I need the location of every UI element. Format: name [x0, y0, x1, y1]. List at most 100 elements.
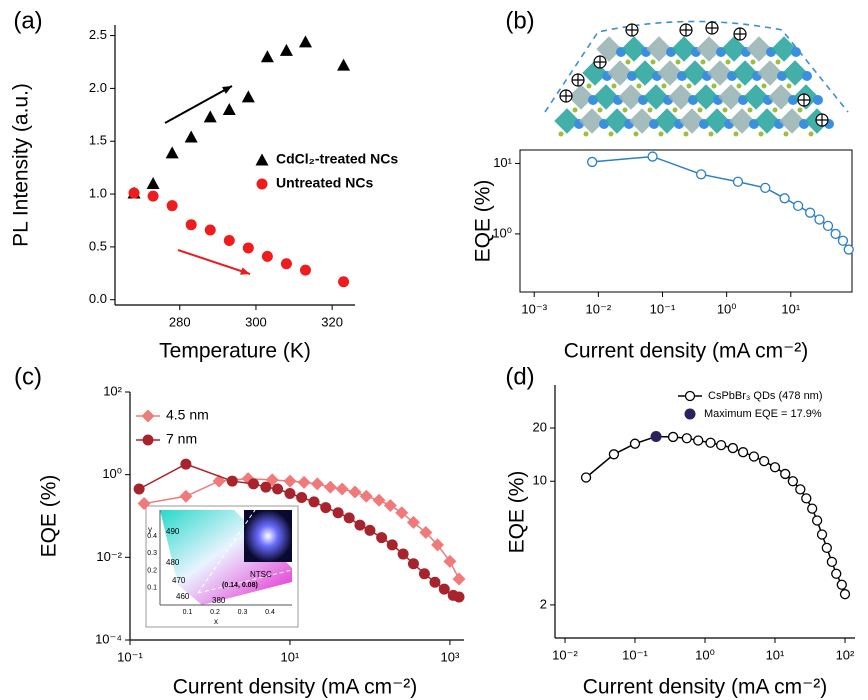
- crystal-tile: [754, 108, 780, 134]
- x-tick-label: 10⁻²: [586, 301, 612, 316]
- data-point: [693, 435, 704, 446]
- data-point: [147, 190, 159, 202]
- data-point: [146, 176, 160, 189]
- inset-annotation: (0.14, 0.08): [222, 582, 258, 589]
- data-point: [284, 488, 296, 500]
- inset-photo: [244, 510, 292, 562]
- y-axis-label: PL Intensity (a.u.): [10, 83, 33, 247]
- inset-dashed: [197, 569, 293, 594]
- crystal-tile: [768, 84, 794, 110]
- data-point: [787, 476, 799, 487]
- data-point: [769, 462, 781, 473]
- crystal-tile: [757, 60, 783, 86]
- data-point: [681, 433, 692, 444]
- atom-small: [572, 107, 578, 113]
- data-point: [418, 568, 430, 580]
- data-point: [830, 228, 841, 240]
- legend-label: CsPbBr₃ QDs (478 nm): [708, 390, 823, 402]
- y-tick-label: 0.5: [89, 238, 107, 253]
- atom-small: [758, 131, 764, 137]
- data-point: [429, 576, 441, 588]
- atom-small: [658, 131, 664, 137]
- atom-small: [697, 107, 703, 113]
- crystal-tile: [654, 108, 680, 134]
- atom-small: [633, 131, 639, 137]
- data-point: [359, 489, 373, 503]
- data-point: [419, 525, 433, 539]
- data-point: [831, 568, 842, 579]
- crystal-tile: [746, 36, 772, 62]
- data-point: [443, 554, 457, 568]
- data-point: [647, 151, 658, 162]
- atom-small: [672, 107, 678, 113]
- data-point: [758, 455, 770, 467]
- y-tick-label: 20: [533, 419, 547, 434]
- data-point: [792, 200, 804, 212]
- crystal-tile: [693, 84, 719, 110]
- x-tick-label: 10²: [836, 647, 855, 662]
- atom-small: [725, 59, 731, 65]
- trend-arrow: [177, 249, 251, 275]
- crystal-tile: [718, 84, 744, 110]
- y-tick-label: 2: [540, 596, 547, 611]
- x-tick-label: 10⁻²: [552, 647, 578, 662]
- data-point: [836, 579, 847, 590]
- crystal-tile: [732, 60, 758, 86]
- series-line: [592, 155, 850, 250]
- crystal-tile: [554, 108, 580, 134]
- data-point: [372, 493, 386, 507]
- inset-annotation: 460: [176, 592, 190, 601]
- x-tick-label: 10⁰: [717, 301, 737, 316]
- data-point: [727, 442, 738, 454]
- panel-label: (a): [13, 7, 42, 34]
- atom-small: [647, 107, 653, 113]
- data-point: [364, 524, 376, 536]
- legend-label: CdCl₂-treated NCs: [276, 151, 398, 167]
- data-point: [438, 583, 450, 595]
- data-point: [811, 515, 823, 526]
- atom-small: [558, 131, 564, 137]
- data-point: [780, 468, 791, 480]
- data-point: [386, 539, 398, 551]
- atom-small: [722, 107, 728, 113]
- data-point: [839, 589, 851, 600]
- inset-x-tick-label: 0.3: [238, 609, 248, 616]
- x-tick-label: 10³: [441, 649, 460, 664]
- charge-symbol-cross: [572, 74, 584, 86]
- data-point: [779, 193, 790, 204]
- data-point: [338, 276, 350, 288]
- x-tick-label: 10⁰: [695, 647, 715, 662]
- inset-annotation: 480: [166, 558, 180, 567]
- atom-small: [711, 83, 717, 89]
- data-point: [223, 235, 235, 247]
- charge-symbol-cross: [680, 24, 692, 36]
- x-axis-label: Current density (mA cm⁻²): [173, 676, 417, 699]
- data-point: [166, 200, 178, 212]
- data-point: [222, 103, 236, 116]
- atom-small: [611, 83, 617, 89]
- data-point: [816, 529, 828, 540]
- crystal-tile: [643, 84, 669, 110]
- data-point: [185, 219, 197, 231]
- atom-small: [750, 59, 756, 65]
- charge-symbol-cross: [594, 56, 606, 68]
- y-tick-label: 10¹: [493, 155, 512, 170]
- crystal-tile: [618, 84, 644, 110]
- x-axis-label: Current density (mA cm⁻²): [564, 340, 808, 363]
- crystal-tile: [607, 60, 633, 86]
- atom-small: [733, 131, 739, 137]
- data-point: [337, 58, 351, 71]
- legend-label: Maximum EQE = 17.9%: [704, 408, 822, 420]
- crystal-tile: [782, 60, 808, 86]
- atom-small: [761, 83, 767, 89]
- inset-dashed: [197, 509, 256, 594]
- atom-small: [675, 59, 681, 65]
- inset-y-label: y: [148, 525, 152, 534]
- y-tick-label: 10⁰: [102, 466, 122, 481]
- data-point: [242, 242, 254, 254]
- crystal-illustration: [544, 20, 849, 137]
- data-point: [822, 220, 834, 232]
- legend-marker: [684, 390, 696, 402]
- charge-symbol-cross: [816, 114, 828, 126]
